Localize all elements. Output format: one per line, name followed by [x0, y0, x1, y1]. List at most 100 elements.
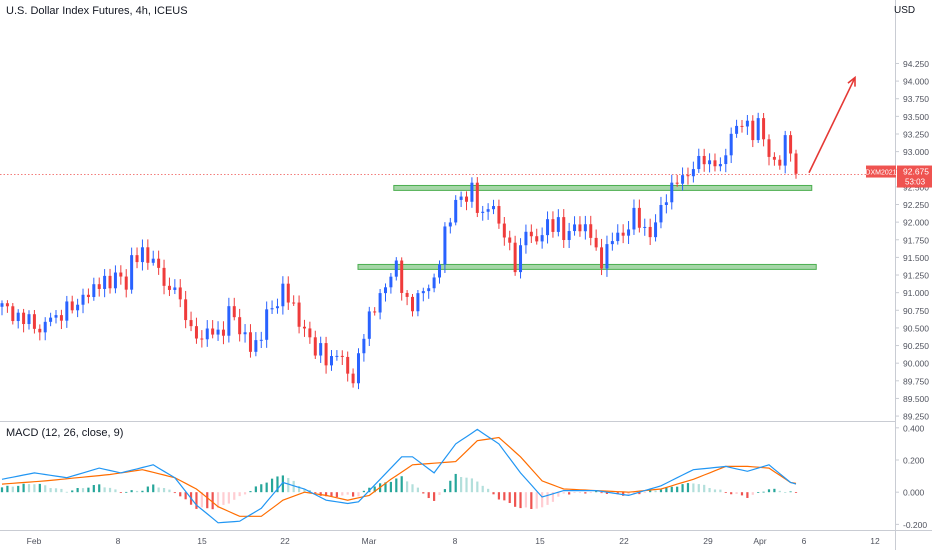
candle-body: [130, 255, 134, 290]
candle-body: [86, 294, 90, 298]
macd-histogram-bar: [481, 485, 484, 493]
price-label-symbol: DXM2021: [865, 170, 896, 177]
macd-histogram-bar: [681, 484, 684, 493]
macd-histogram-bar: [254, 486, 257, 493]
candle-body: [265, 309, 269, 340]
price-tick-label: 94.000: [903, 77, 929, 87]
price-tick-label: 93.000: [903, 147, 929, 157]
macd-pane: [0, 428, 798, 524]
time-axis[interactable]: Feb 8 15 22 Mar 8 15 22 29 Apr 6 12: [27, 536, 880, 546]
macd-histogram-bar: [438, 492, 441, 495]
candle-body: [556, 217, 560, 232]
candle-body: [394, 260, 398, 277]
macd-histogram-bar: [703, 484, 706, 493]
price-tick-label: 90.250: [903, 341, 929, 351]
upper-zone: [393, 184, 813, 191]
candle-body: [643, 226, 647, 228]
candle-body: [297, 302, 301, 327]
projection-arrow[interactable]: [808, 75, 856, 174]
macd-histogram-bar: [260, 484, 263, 493]
candle-body: [5, 303, 9, 307]
candle-body: [76, 304, 80, 311]
macd-histogram-bar: [341, 492, 344, 496]
macd-histogram-bar: [627, 492, 630, 495]
macd-line: [1, 428, 797, 524]
candle-body: [524, 231, 528, 246]
candle-body: [443, 226, 447, 265]
candle-body: [346, 356, 350, 374]
candle-body: [0, 303, 4, 307]
price-tick-label: 91.750: [903, 235, 929, 245]
macd-histogram-bar: [659, 489, 663, 493]
currency-label[interactable]: USD: [894, 5, 916, 16]
macd-histogram-bar: [600, 492, 603, 494]
price-axis[interactable]: 89.250 89.500 89.750 90.000 90.250 90.500 90.7…: [895, 59, 929, 422]
macd-histogram-bar: [227, 492, 230, 504]
macd-histogram-bar: [27, 484, 31, 493]
support-resistance-zones[interactable]: [357, 184, 817, 270]
time-tick-label: Feb: [27, 536, 42, 546]
time-tick-label: Mar: [362, 536, 377, 546]
macd-histogram-bar: [65, 491, 68, 493]
macd-histogram-bar: [17, 485, 20, 493]
macd-histogram-bar: [697, 484, 700, 493]
macd-histogram-bar: [173, 492, 176, 494]
macd-indicator-title[interactable]: MACD (12, 26, close, 9): [6, 427, 124, 439]
candle-body: [605, 244, 609, 269]
price-tick-label: 90.750: [903, 306, 929, 316]
macd-tick-label: 0.200: [903, 456, 925, 466]
candle-body: [405, 292, 409, 297]
lower-zone: [357, 263, 817, 270]
macd-histogram-bar: [676, 486, 679, 493]
macd-histogram-bar: [362, 490, 365, 493]
candle-body: [659, 204, 663, 223]
macd-histogram-bar: [103, 487, 106, 493]
macd-histogram-bar: [92, 485, 95, 493]
macd-histogram-bar: [200, 492, 203, 508]
macd-histogram-bar: [135, 490, 139, 493]
candle-body: [81, 294, 85, 305]
price-label-symbol-bg: [866, 165, 896, 178]
macd-histogram-bar: [98, 484, 101, 493]
macd-histogram-bar: [406, 481, 409, 493]
macd-histogram-bar: [433, 492, 436, 501]
candle-body: [702, 155, 706, 165]
macd-histogram-bar: [44, 485, 47, 493]
macd-histogram-bar: [443, 489, 447, 493]
candle-body: [65, 301, 69, 321]
candle-body: [243, 332, 247, 335]
macd-histogram-bar: [578, 492, 582, 493]
candle-body: [783, 135, 787, 166]
macd-histogram-bar: [162, 488, 166, 493]
macd-histogram-bar: [724, 492, 727, 493]
macd-histogram-bar: [411, 484, 414, 493]
macd-histogram-bar: [6, 485, 9, 493]
candle-body: [151, 258, 155, 263]
macd-histogram-bar: [541, 492, 544, 508]
macd-histogram-bar: [692, 483, 695, 493]
macd-histogram-bar: [22, 483, 25, 493]
price-tick-label: 93.250: [903, 129, 929, 139]
candle-body: [794, 153, 798, 174]
macd-histogram-bar: [638, 492, 641, 495]
candle-body: [302, 326, 306, 329]
candle-body: [43, 321, 47, 333]
candle-body: [254, 340, 258, 352]
macd-histogram-bar: [222, 492, 225, 505]
candle-body: [762, 118, 766, 140]
macd-axis[interactable]: 0.400 0.200 0.000 -0.200: [895, 423, 927, 530]
candle-body: [167, 285, 171, 290]
candle-body: [465, 196, 469, 202]
candle-body: [27, 314, 31, 325]
candle-body: [708, 160, 712, 165]
candle-body: [97, 284, 101, 289]
candle-body: [113, 272, 117, 289]
macd-histogram-bar: [730, 492, 733, 495]
candle-body: [49, 317, 53, 322]
macd-histogram-bar: [373, 486, 376, 493]
macd-histogram-bar: [616, 492, 619, 495]
chart-title: U.S. Dollar Index Futures, 4h, ICEUS: [6, 5, 188, 17]
macd-histogram-bar: [249, 491, 252, 493]
candle-body: [502, 223, 506, 238]
